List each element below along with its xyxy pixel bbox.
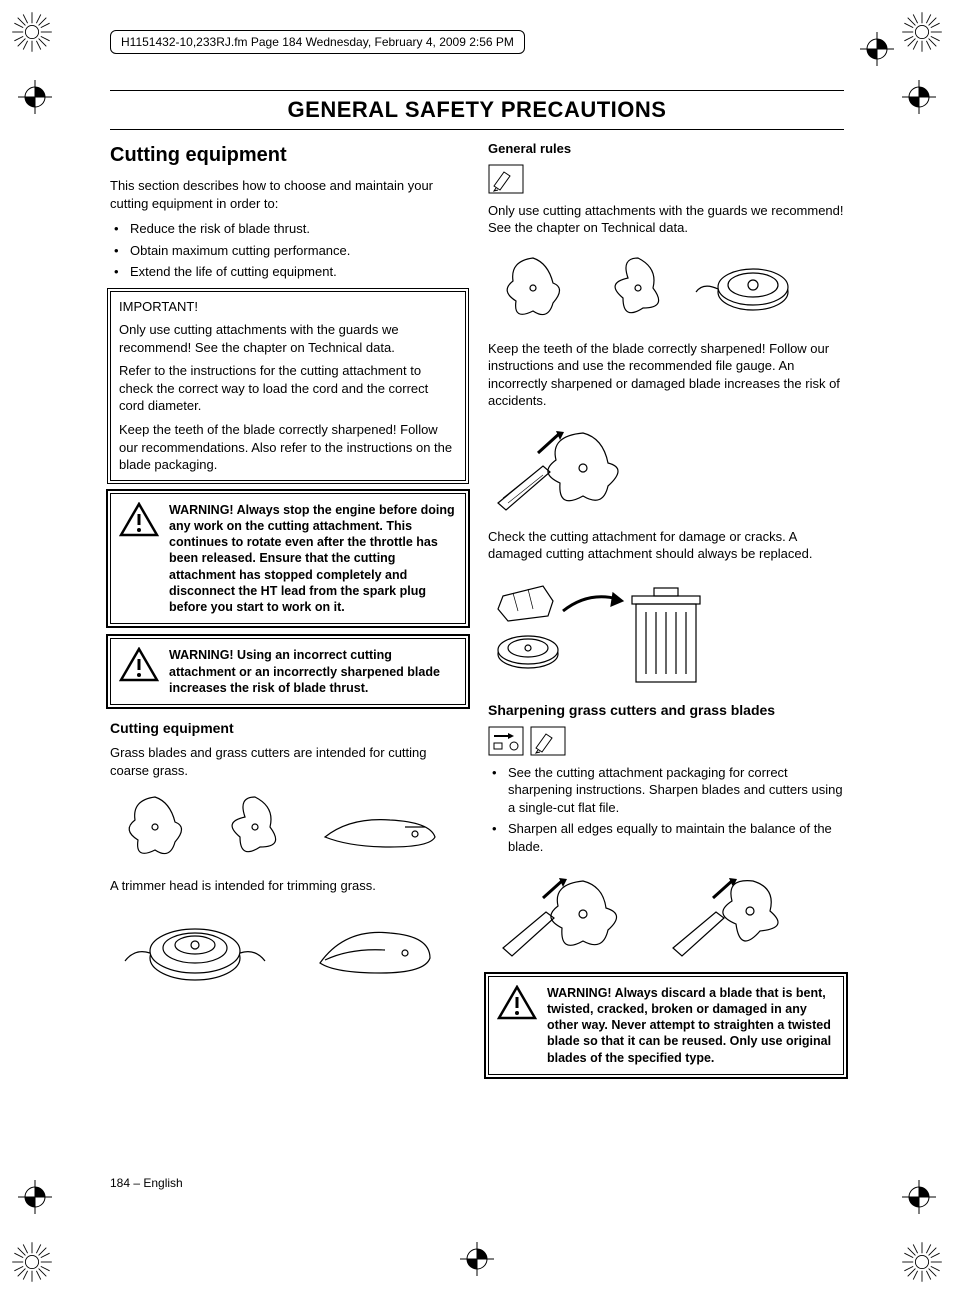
sunburst-tr: [900, 10, 944, 54]
warning-box-1: WARNING! Always stop the engine before d…: [110, 493, 466, 625]
important-p1: Only use cutting attachments with the gu…: [119, 321, 457, 356]
sunburst-br: [900, 1240, 944, 1284]
important-title: IMPORTANT!: [119, 298, 457, 316]
illustration-grass-blades: [110, 787, 466, 867]
page-title: GENERAL SAFETY PRECAUTIONS: [110, 95, 844, 130]
sharpen-bullets: See the cutting attachment packaging for…: [488, 764, 844, 856]
warning-text: WARNING! Using an incorrect cutting atta…: [169, 647, 457, 696]
trimmer-text: A trimmer head is intended for trimming …: [110, 877, 466, 895]
reg-mark-right-top: [902, 80, 936, 114]
grass-blades-text: Grass blades and grass cutters are inten…: [110, 744, 466, 779]
subheading-cutting-equipment: Cutting equipment: [110, 719, 466, 738]
left-column: Cutting equipment This section describes…: [110, 140, 466, 1089]
warning-box-2: WARNING! Using an incorrect cutting atta…: [110, 638, 466, 705]
warning-icon: [497, 985, 537, 1026]
warning-text: WARNING! Always discard a blade that is …: [547, 985, 835, 1066]
illustration-trimmer: [110, 903, 466, 993]
reg-mark-right-bottom: [902, 1180, 936, 1214]
bullet-item: See the cutting attachment packaging for…: [508, 764, 844, 817]
bullet-item: Obtain maximum cutting performance.: [130, 242, 466, 260]
heading-general-rules: General rules: [488, 140, 844, 158]
intro-text: This section describes how to choose and…: [110, 177, 466, 212]
heading-sharpening: Sharpening grass cutters and grass blade…: [488, 701, 844, 720]
warning-icon: [119, 647, 159, 688]
illustration-discard: [488, 571, 844, 691]
manual-icon: [488, 164, 844, 194]
illustration-sharpen-single: [488, 418, 844, 518]
intro-bullets: Reduce the risk of blade thrust. Obtain …: [110, 220, 466, 281]
guards-text: Only use cutting attachments with the gu…: [488, 202, 844, 237]
important-p2: Refer to the instructions for the cuttin…: [119, 362, 457, 415]
warning-box-3: WARNING! Always discard a blade that is …: [488, 976, 844, 1075]
important-p3: Keep the teeth of the blade correctly sh…: [119, 421, 457, 474]
illustration-sharpen-double: [488, 866, 844, 966]
reg-mark-left-bottom: [18, 1180, 52, 1214]
sunburst-tl: [10, 10, 54, 54]
bullet-item: Reduce the risk of blade thrust.: [130, 220, 466, 238]
right-column: General rules Only use cutting attachmen…: [488, 140, 844, 1089]
page-content: GENERAL SAFETY PRECAUTIONS Cutting equip…: [110, 90, 844, 1190]
illustration-attachments: [488, 245, 844, 330]
reg-mark-bottom-center: [460, 1242, 494, 1276]
reg-mark-top-center: [860, 32, 894, 66]
sharpening-icons: [488, 726, 844, 756]
reg-mark-left-top: [18, 80, 52, 114]
warning-text: WARNING! Always stop the engine before d…: [169, 502, 457, 616]
page-footer: 184 – English: [110, 1176, 183, 1190]
teeth-text: Keep the teeth of the blade correctly sh…: [488, 340, 844, 410]
warning-icon: [119, 502, 159, 543]
sunburst-bl: [10, 1240, 54, 1284]
heading-cutting-equipment: Cutting equipment: [110, 142, 466, 169]
bullet-item: Sharpen all edges equally to maintain th…: [508, 820, 844, 855]
damage-text: Check the cutting attachment for damage …: [488, 528, 844, 563]
document-header-stamp: H1151432-10,233RJ.fm Page 184 Wednesday,…: [110, 30, 525, 54]
bullet-item: Extend the life of cutting equipment.: [130, 263, 466, 281]
important-box: IMPORTANT! Only use cutting attachments …: [110, 291, 466, 481]
